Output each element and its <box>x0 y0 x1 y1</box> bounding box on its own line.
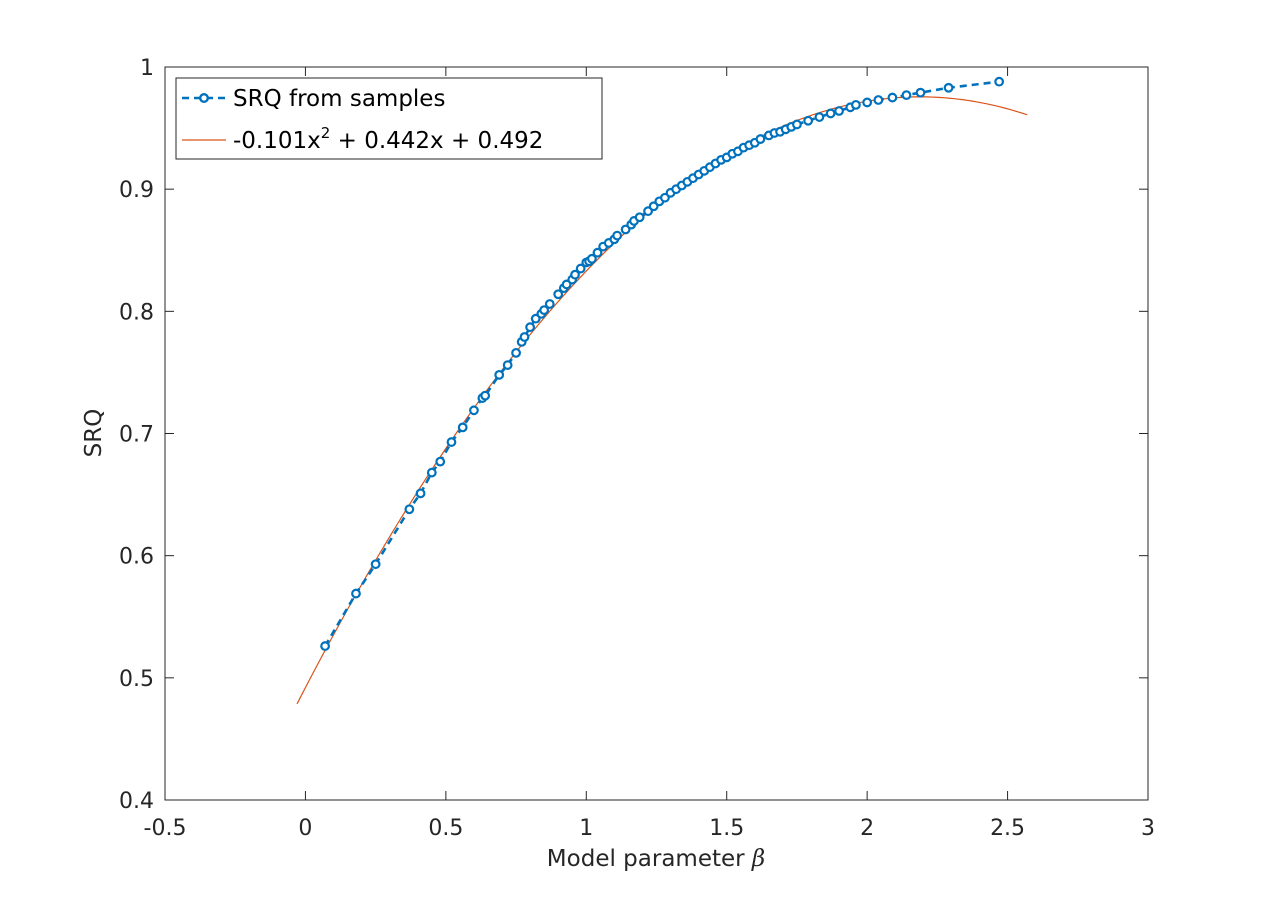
sample-point <box>851 99 861 110</box>
legend-fit-label-b: + 0.442x + 0.492 <box>330 128 543 154</box>
sample-point <box>435 456 446 467</box>
sample-point <box>792 119 802 130</box>
sample-point <box>825 108 836 119</box>
x-tick-label: 1.5 <box>709 816 744 841</box>
sample-point <box>415 488 426 499</box>
x-tick-label: 3 <box>1141 816 1155 841</box>
y-tick-label: 0.6 <box>119 545 154 570</box>
sample-point <box>494 369 505 380</box>
sample-point <box>544 299 555 309</box>
legend-fit-label: -0.101x2 + 0.442x + 0.492 <box>233 124 543 154</box>
y-tick-label: 0.9 <box>119 178 154 203</box>
y-axis: 0.4 0.5 0.6 0.7 0.8 0.9 1 <box>119 56 1148 814</box>
y-tick-label: 1 <box>140 56 154 81</box>
legend-fit-label-a: -0.101x <box>233 128 321 154</box>
sample-point <box>873 95 884 105</box>
x-axis-label-symbol: β <box>751 846 765 872</box>
sample-point <box>426 467 437 478</box>
legend: SRQ from samples -0.101x2 + 0.442x + 0.4… <box>175 77 603 160</box>
x-tick-label: -0.5 <box>144 816 187 841</box>
sample-point <box>803 115 814 126</box>
x-axis-label-text: Model parameter <box>547 846 745 872</box>
samples-layer <box>320 76 1005 651</box>
sample-point <box>587 253 597 264</box>
sample-point <box>634 212 645 223</box>
legend-fit-label-exponent: 2 <box>321 124 331 142</box>
sample-point <box>404 504 415 515</box>
sample-point <box>592 247 603 258</box>
y-axis-label: SRQ <box>81 409 107 458</box>
sample-point <box>525 322 536 333</box>
sample-point <box>862 97 873 108</box>
sample-point <box>480 390 491 401</box>
sample-point <box>446 437 457 447</box>
x-tick-label: 0.5 <box>428 816 463 841</box>
sample-point <box>915 87 926 98</box>
sample-point <box>320 641 330 651</box>
sample-point <box>519 332 530 342</box>
sample-point <box>943 82 954 93</box>
sample-point <box>553 289 564 300</box>
sample-point <box>502 360 513 370</box>
sample-point <box>814 112 825 122</box>
y-tick-label: 0.4 <box>119 789 154 814</box>
sample-point <box>370 559 381 570</box>
sample-point <box>570 269 580 280</box>
sample-point <box>351 588 361 599</box>
sample-point <box>469 405 479 416</box>
x-tick-label: 0 <box>298 816 312 841</box>
y-tick-label: 0.5 <box>119 667 154 692</box>
sample-point <box>834 106 844 116</box>
sample-point <box>994 76 1005 87</box>
x-axis-label: Model parameter β <box>547 846 765 872</box>
sample-point <box>511 347 521 358</box>
legend-samples-marker <box>198 92 209 103</box>
sample-point <box>457 422 468 433</box>
sample-point <box>575 263 586 274</box>
y-tick-label: 0.7 <box>119 423 154 448</box>
sample-point <box>887 92 898 103</box>
y-tick-label: 0.8 <box>119 300 154 325</box>
sample-point <box>901 90 912 100</box>
plot-area <box>165 67 1148 800</box>
legend-samples-label: SRQ from samples <box>233 86 445 112</box>
x-tick-label: 2 <box>860 816 874 841</box>
x-tick-label: 1 <box>579 816 593 841</box>
x-tick-label: 2.5 <box>990 816 1025 841</box>
sample-point <box>755 134 766 144</box>
x-axis: -0.5 0 0.5 1 1.5 2 2.5 3 <box>144 67 1155 841</box>
legend-box <box>175 77 603 160</box>
sample-point <box>612 230 623 241</box>
sample-point <box>539 305 550 316</box>
